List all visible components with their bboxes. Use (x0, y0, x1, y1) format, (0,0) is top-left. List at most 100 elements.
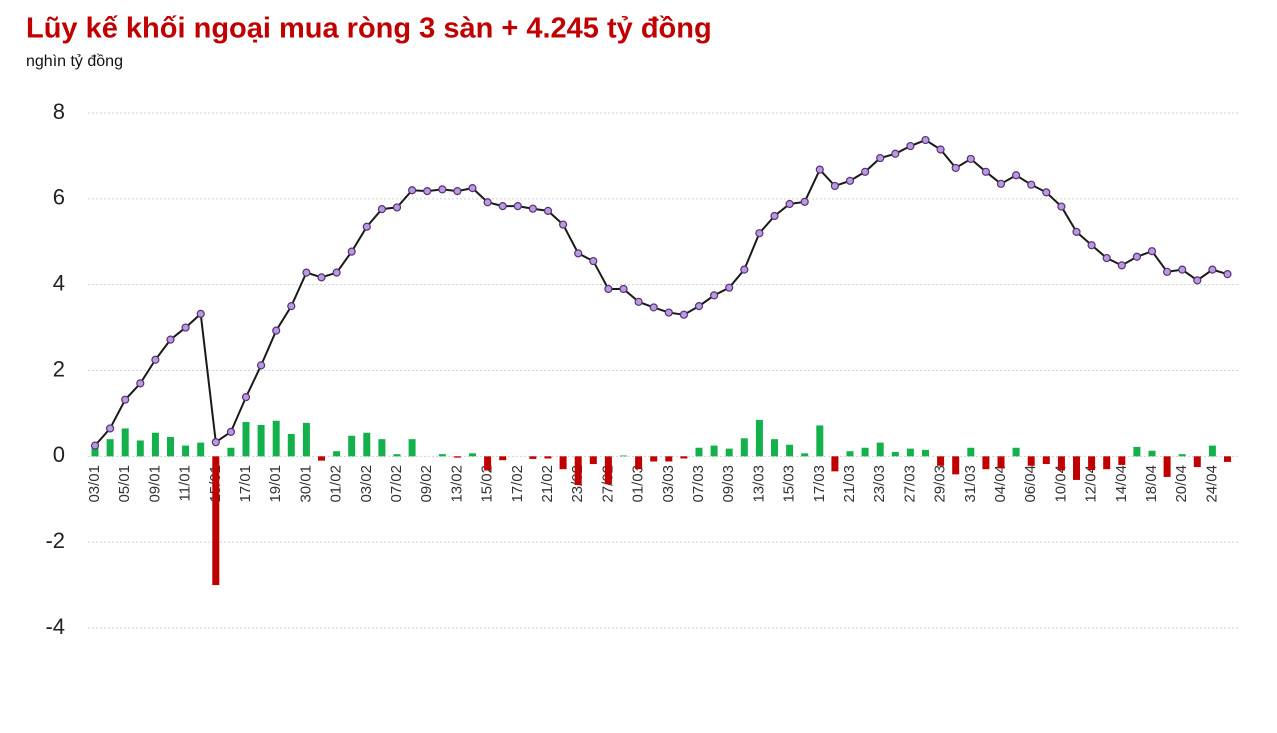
x-tick-label: 30/01 (297, 465, 314, 503)
point (1162, 267, 1172, 276)
bar (937, 456, 945, 466)
bar (967, 447, 975, 457)
point (408, 186, 417, 195)
chart-title: Lũy kế khối ngoại mua ròng 3 sàn + 4.245… (26, 13, 712, 45)
bar (318, 456, 325, 461)
point (1178, 265, 1187, 274)
bar (453, 456, 461, 458)
bar (816, 425, 824, 457)
point (347, 247, 356, 256)
x-tick-label: 20/04 (1173, 465, 1190, 503)
point (332, 268, 341, 277)
x-tick-label: 15/03 (781, 465, 798, 503)
bar (197, 442, 205, 457)
point (860, 167, 870, 176)
point (604, 284, 613, 294)
bar (574, 456, 582, 486)
x-tick-label: 07/02 (388, 465, 405, 503)
point (196, 309, 205, 318)
point (619, 284, 628, 294)
bar (393, 454, 401, 457)
x-tick-label: 21/03 (841, 465, 858, 503)
bar (604, 456, 612, 485)
bar (1073, 456, 1080, 480)
point (257, 361, 266, 370)
point (1117, 261, 1126, 270)
point (377, 205, 386, 214)
bar (997, 456, 1005, 469)
bar (952, 456, 960, 475)
bar (529, 456, 537, 459)
x-tick-label: 24/04 (1203, 465, 1220, 503)
x-tick-label: 06/04 (1022, 465, 1039, 503)
point (241, 393, 251, 402)
bar (710, 445, 718, 457)
point (498, 202, 507, 211)
bar (680, 456, 688, 459)
y-tick-label: -4 (45, 614, 65, 639)
point (589, 256, 598, 266)
point (951, 163, 960, 173)
x-tick-label: 10/04 (1052, 465, 1069, 503)
bar (876, 442, 884, 457)
bar (1208, 445, 1216, 457)
x-tick-label: 14/04 (1113, 465, 1130, 503)
line (94, 138, 1228, 447)
point (634, 297, 643, 306)
x-tick-label: 03/02 (358, 465, 375, 503)
y-tick-label: 8 (53, 99, 65, 124)
y-axis-label: nghìn tỷ đồng (26, 53, 123, 70)
point (317, 273, 326, 282)
point (1011, 171, 1021, 180)
bar (257, 425, 265, 457)
bar (121, 428, 129, 457)
bar (559, 456, 567, 470)
point (151, 355, 160, 364)
point (1193, 276, 1202, 285)
point (785, 199, 794, 209)
bar (1103, 456, 1111, 470)
point (1223, 270, 1232, 279)
bar (544, 456, 552, 459)
bar (786, 444, 794, 457)
point (362, 222, 371, 231)
bar (635, 456, 643, 470)
bar (1224, 456, 1231, 462)
x-tick-label: 31/03 (962, 465, 979, 503)
bar (846, 451, 854, 457)
bar (589, 456, 597, 465)
bar (906, 448, 914, 457)
point (1057, 202, 1066, 211)
point (725, 283, 734, 292)
bar (408, 439, 416, 457)
point (664, 308, 673, 317)
bar (1088, 456, 1096, 471)
y-tick-label: 0 (53, 442, 65, 467)
bar (740, 438, 748, 457)
x-tick-label: 09/01 (146, 465, 163, 503)
bar (151, 432, 159, 457)
bar (272, 420, 280, 457)
x-tick-label: 12/04 (1083, 465, 1100, 503)
bar (484, 456, 492, 471)
bar (665, 456, 673, 462)
point (181, 323, 190, 332)
point (1072, 227, 1081, 236)
point (1102, 253, 1111, 263)
point (1132, 252, 1142, 261)
bar (499, 456, 507, 461)
point (483, 198, 492, 207)
point (845, 176, 855, 185)
point (423, 187, 432, 196)
x-tick-label: 17/03 (811, 465, 828, 503)
x-tick-label: 03/01 (86, 465, 103, 503)
bar (242, 422, 250, 457)
point (543, 206, 553, 215)
x-tick-label: 27/03 (901, 465, 918, 503)
bar (438, 454, 446, 457)
point (966, 154, 975, 164)
bar (1057, 456, 1065, 471)
point (876, 153, 885, 163)
x-tick-label: 07/03 (690, 465, 707, 503)
